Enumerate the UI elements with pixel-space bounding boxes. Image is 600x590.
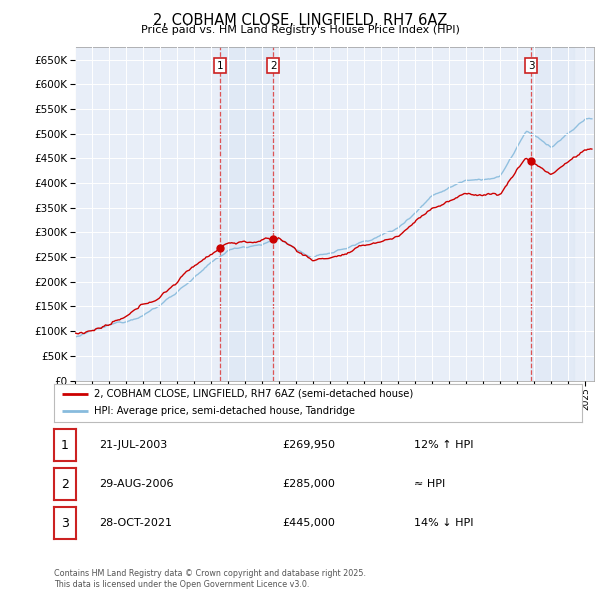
Bar [220, 47, 274, 381]
Text: ≈ HPI: ≈ HPI [414, 479, 445, 489]
Text: 29-AUG-2006: 29-AUG-2006 [99, 479, 173, 489]
Text: 21-JUL-2003: 21-JUL-2003 [99, 440, 167, 450]
Text: 3: 3 [528, 61, 535, 71]
Text: 1: 1 [61, 438, 69, 452]
Text: 2: 2 [270, 61, 277, 71]
Text: £445,000: £445,000 [282, 518, 335, 528]
Text: 3: 3 [61, 516, 69, 530]
Text: 28-OCT-2021: 28-OCT-2021 [99, 518, 172, 528]
Text: 1: 1 [217, 61, 224, 71]
Text: Price paid vs. HM Land Registry's House Price Index (HPI): Price paid vs. HM Land Registry's House … [140, 25, 460, 35]
Text: 2, COBHAM CLOSE, LINGFIELD, RH7 6AZ: 2, COBHAM CLOSE, LINGFIELD, RH7 6AZ [153, 13, 447, 28]
Text: HPI: Average price, semi-detached house, Tandridge: HPI: Average price, semi-detached house,… [94, 407, 355, 417]
Text: £285,000: £285,000 [282, 479, 335, 489]
Text: 14% ↓ HPI: 14% ↓ HPI [414, 518, 473, 528]
Text: Contains HM Land Registry data © Crown copyright and database right 2025.
This d: Contains HM Land Registry data © Crown c… [54, 569, 366, 589]
Text: £269,950: £269,950 [282, 440, 335, 450]
Text: 2: 2 [61, 477, 69, 491]
Text: 2, COBHAM CLOSE, LINGFIELD, RH7 6AZ (semi-detached house): 2, COBHAM CLOSE, LINGFIELD, RH7 6AZ (sem… [94, 389, 413, 399]
Text: 12% ↑ HPI: 12% ↑ HPI [414, 440, 473, 450]
Bar [532, 47, 574, 381]
